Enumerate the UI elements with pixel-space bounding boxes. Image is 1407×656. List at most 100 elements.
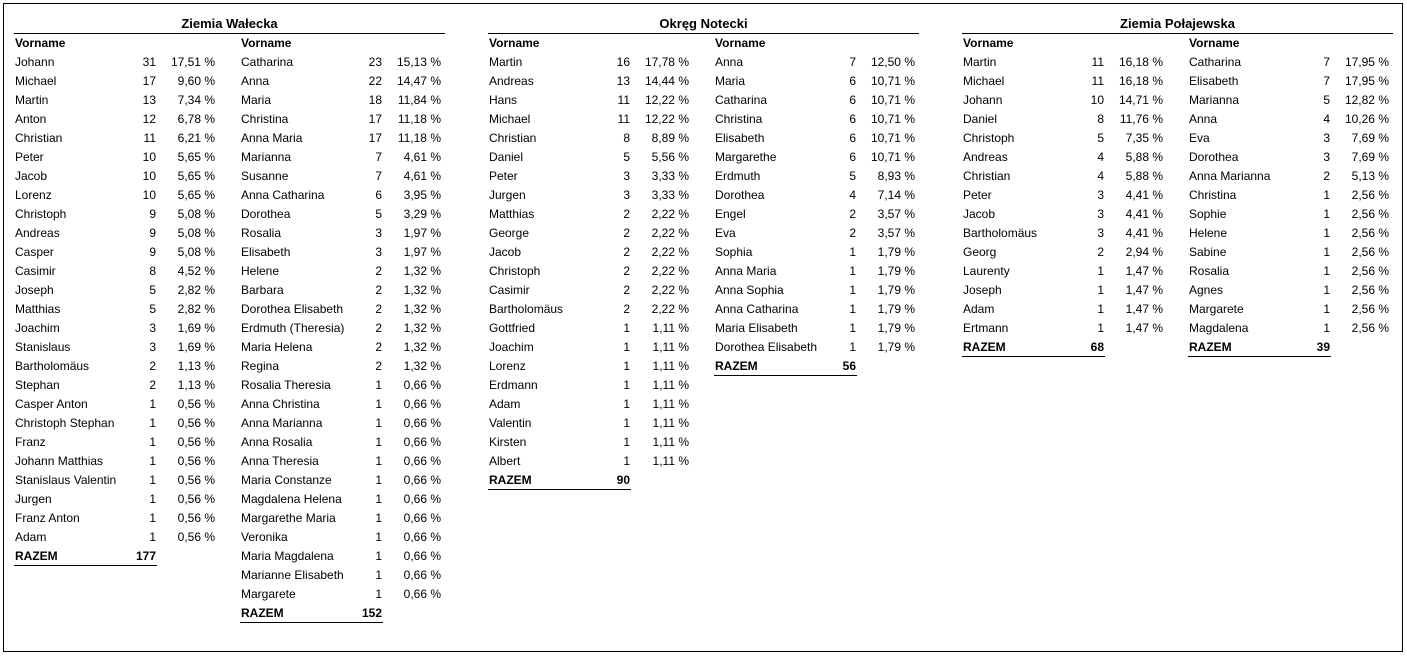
total-label: RAZEM <box>15 549 58 563</box>
name-row: Anna Marianna 1 0,66 % <box>240 414 441 433</box>
count-cell: 1 <box>375 473 382 487</box>
name-row: Stephan 2 1,13 % <box>14 376 215 395</box>
name-row: Peter 3 3,33 % <box>488 167 689 186</box>
count-cell: 13 <box>616 74 630 88</box>
name-row: Laurenty 1 1,47 % <box>962 262 1163 281</box>
percent-cell: 0,66 % <box>403 568 441 582</box>
count-cell: 10 <box>142 150 156 164</box>
name-cell: Dorothea <box>715 188 765 202</box>
count-cell: 6 <box>849 93 856 107</box>
percent-cell: 5,08 % <box>177 226 215 240</box>
percent-cell: 1,11 % <box>652 435 689 449</box>
count-cell: 1 <box>1097 302 1104 316</box>
name-cell: Christoph Stephan <box>15 416 115 430</box>
percent-cell: 2,22 % <box>651 245 689 259</box>
percent-cell: 10,71 % <box>870 150 915 164</box>
total-label: RAZEM <box>489 473 532 487</box>
name-list: Catharina 23 15,13 % Anna 22 14,47 % Maria 18 11… <box>240 53 441 623</box>
name-cell: Andreas <box>15 226 60 240</box>
percent-cell: 4,41 % <box>1125 188 1163 202</box>
name-row: Dorothea Elisabeth 2 1,32 % <box>240 300 441 319</box>
total-label: RAZEM <box>963 340 1006 354</box>
count-cell: 8 <box>1097 112 1104 126</box>
count-cell: 1 <box>849 340 856 354</box>
name-cell: Adam <box>489 397 521 411</box>
percent-cell: 5,56 % <box>651 150 689 164</box>
name-row: Maria Constanze 1 0,66 % <box>240 471 441 490</box>
count-cell: 2 <box>623 226 630 240</box>
count-cell: 1 <box>375 435 382 449</box>
percent-cell: 2,82 % <box>177 302 215 316</box>
percent-cell: 4,61 % <box>403 169 441 183</box>
count-cell: 11 <box>1091 55 1104 69</box>
region-title: Ziemia Wałecka <box>14 14 445 34</box>
name-cell: Bartholomäus <box>15 359 90 373</box>
percent-cell: 0,66 % <box>403 454 441 468</box>
name-cell: Joachim <box>489 340 534 354</box>
name-cell: Anna Maria <box>241 131 303 145</box>
name-cell: Anna Sophia <box>715 283 784 297</box>
percent-cell: 7,34 % <box>177 93 215 107</box>
name-row: Catharina 23 15,13 % <box>240 53 441 72</box>
name-row: Marianna 5 12,82 % <box>1188 91 1389 110</box>
name-row: Anna Maria 1 1,79 % <box>714 262 915 281</box>
count-cell: 3 <box>1323 150 1330 164</box>
name-row: Lorenz 10 5,65 % <box>14 186 215 205</box>
name-cell: Franz <box>15 435 46 449</box>
count-cell: 1 <box>149 454 156 468</box>
count-cell: 1 <box>1323 245 1330 259</box>
count-cell: 2 <box>1097 245 1104 259</box>
count-cell: 5 <box>623 150 630 164</box>
count-cell: 1 <box>849 264 856 278</box>
name-row: Christoph 2 2,22 % <box>488 262 689 281</box>
name-row: Valentin 1 1,11 % <box>488 414 689 433</box>
name-cell: Rosalia <box>241 226 282 240</box>
percent-cell: 0,66 % <box>403 416 441 430</box>
name-cell: Dorothea <box>1189 150 1239 164</box>
name-row: Johann 10 14,71 % <box>962 91 1163 110</box>
percent-cell: 3,33 % <box>651 188 689 202</box>
percent-cell: 0,56 % <box>177 530 215 544</box>
name-cell: Christian <box>489 131 537 145</box>
name-cell: Helene <box>1189 226 1228 240</box>
count-cell: 1 <box>849 321 856 335</box>
count-cell: 1 <box>375 511 382 525</box>
count-cell: 2 <box>375 340 382 354</box>
percent-cell: 8,89 % <box>651 131 689 145</box>
name-row: Joachim 1 1,11 % <box>488 338 689 357</box>
percent-cell: 9,60 % <box>177 74 215 88</box>
count-cell: 3 <box>1097 188 1104 202</box>
name-cell: Catharina <box>1189 55 1242 69</box>
percent-cell: 5,88 % <box>1125 169 1163 183</box>
name-cell: Maria Elisabeth <box>715 321 798 335</box>
name-cell: Margarethe Maria <box>241 511 336 525</box>
count-cell: 2 <box>375 321 382 335</box>
name-cell: Engel <box>715 207 746 221</box>
percent-cell: 0,56 % <box>177 511 215 525</box>
percent-cell: 2,56 % <box>1351 283 1389 297</box>
name-row: Maria Elisabeth 1 1,79 % <box>714 319 915 338</box>
name-cell: Michael <box>15 74 57 88</box>
total-label: RAZEM <box>241 606 284 620</box>
name-row: Maria 6 10,71 % <box>714 72 915 91</box>
name-cell: Magdalena <box>1189 321 1249 335</box>
count-cell: 1 <box>623 321 630 335</box>
percent-cell: 7,35 % <box>1125 131 1163 145</box>
percent-cell: 1,32 % <box>403 359 441 373</box>
total-row: RAZEM 177 <box>14 547 157 566</box>
count-cell: 1 <box>1323 321 1330 335</box>
name-row: Stanislaus 3 1,69 % <box>14 338 215 357</box>
name-row: Magdalena 1 2,56 % <box>1188 319 1389 338</box>
name-row: Margarete 1 2,56 % <box>1188 300 1389 319</box>
count-cell: 10 <box>142 188 156 202</box>
name-row: Johann Matthias 1 0,56 % <box>14 452 215 471</box>
percent-cell: 10,71 % <box>870 74 915 88</box>
name-cell: Peter <box>15 150 44 164</box>
percent-cell: 12,50 % <box>870 55 915 69</box>
count-cell: 6 <box>375 188 382 202</box>
count-cell: 10 <box>1090 93 1104 107</box>
percent-cell: 11,18 % <box>397 112 441 126</box>
name-row: Bartholomäus 2 1,13 % <box>14 357 215 376</box>
name-cell: Michael <box>963 74 1005 88</box>
count-cell: 1 <box>623 416 630 430</box>
